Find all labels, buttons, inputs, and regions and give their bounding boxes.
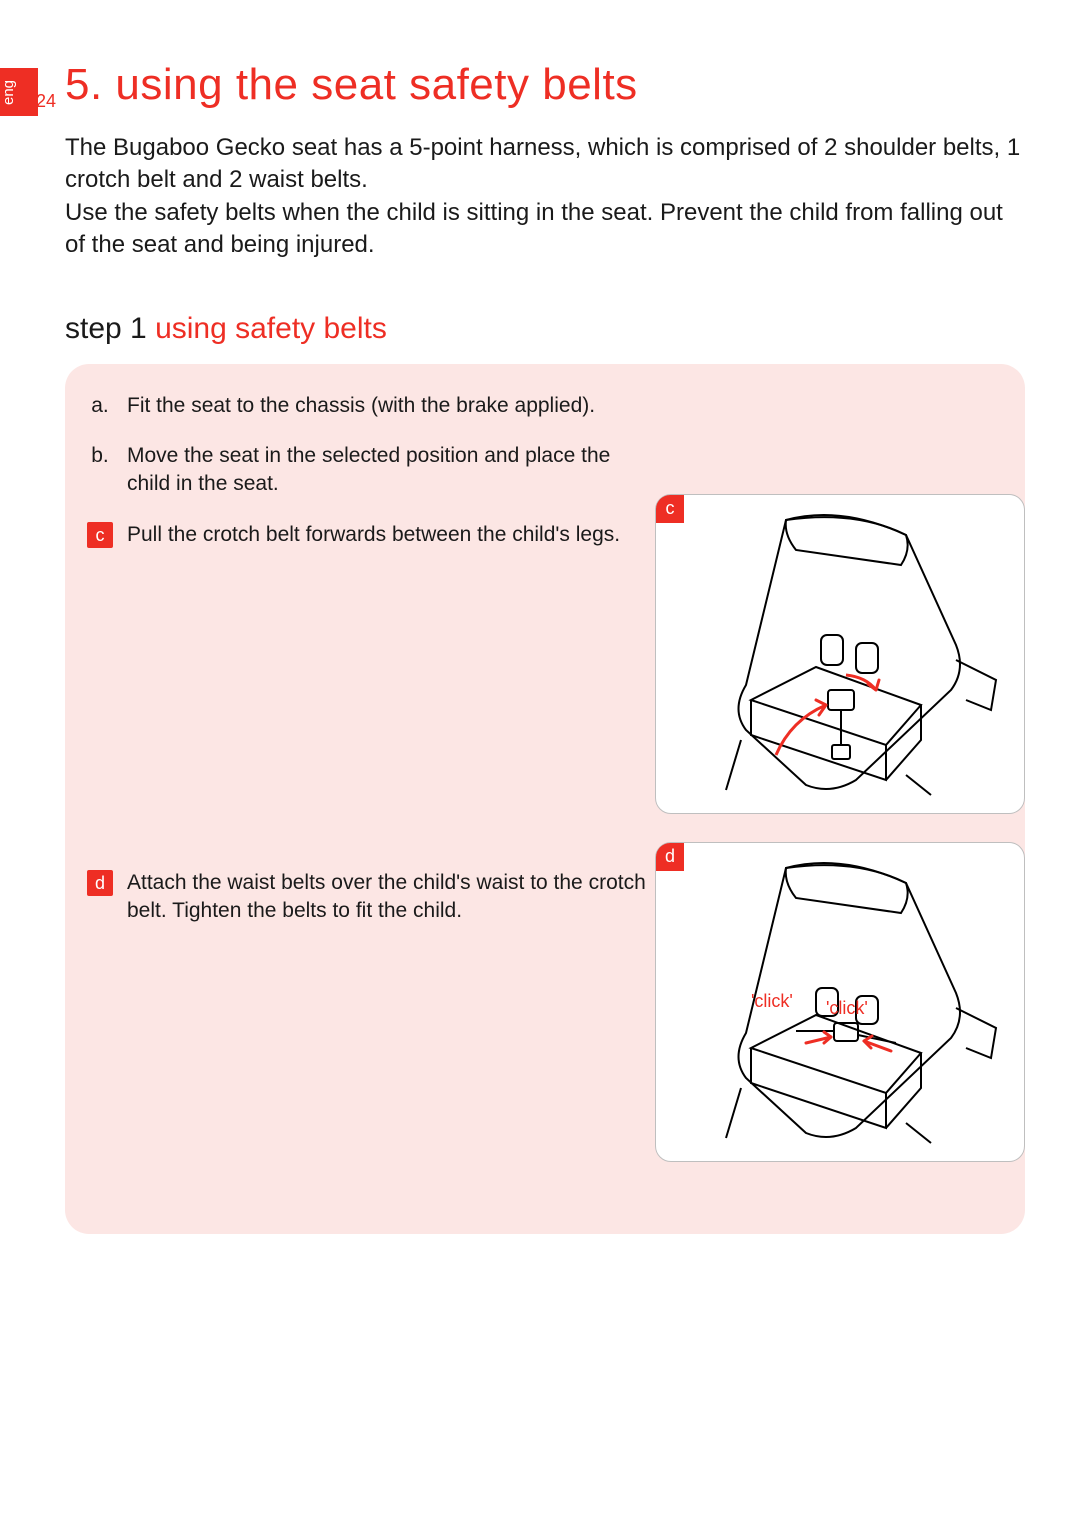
step-a: a. Fit the seat to the chassis (with the… [85,392,1005,420]
intro-paragraph: The Bugaboo Gecko seat has a 5-point har… [65,132,1025,262]
seat-illustration-c [656,495,1026,815]
step-name: using safety belts [155,312,387,345]
step-prefix: step 1 [65,312,155,345]
step-d-marker-wrap: d [85,869,115,897]
step-d-marker: d [87,870,113,896]
side-lang-label: eng [0,79,17,104]
diagram-c: c [655,494,1025,814]
step-b: b. Move the seat in the selected positio… [85,442,1005,499]
instruction-panel: a. Fit the seat to the chassis (with the… [65,364,1025,1234]
step-b-text: Move the seat in the selected position a… [127,442,647,499]
step-c-marker: c [87,522,113,548]
step-c-marker-wrap: c [85,521,115,549]
step-c-text: Pull the crotch belt forwards between th… [127,521,647,549]
diagram-d: d [655,842,1025,1162]
click-label-1: 'click' [751,991,793,1012]
step-a-marker: a. [85,392,115,420]
section-title: 5. using the seat safety belts [65,60,1025,110]
click-label-2: 'click' [826,998,868,1019]
step-b-marker: b. [85,442,115,470]
step-a-text: Fit the seat to the chassis (with the br… [127,392,647,420]
step-heading: step 1 using safety belts [65,312,1025,346]
step-d-text: Attach the waist belts over the child's … [127,869,647,926]
side-lang-tab: eng [0,68,38,116]
side-page-number: 24 [36,91,56,112]
page-content: 5. using the seat safety belts The Bugab… [65,60,1025,1234]
